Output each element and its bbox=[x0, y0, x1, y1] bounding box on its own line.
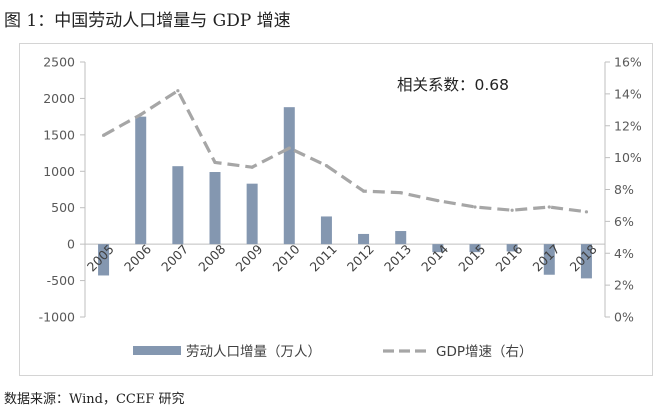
left-tick-label: -1000 bbox=[39, 310, 75, 325]
gdp-point-2005 bbox=[101, 133, 106, 137]
right-tick-label: 14% bbox=[614, 86, 642, 101]
bar-2007 bbox=[172, 166, 184, 245]
x-tick-label: 2013 bbox=[381, 241, 414, 274]
left-y-axis: -1000 -500 0 500 1000 1500 2000 2500 bbox=[39, 55, 605, 325]
bar-2008 bbox=[209, 172, 221, 245]
bar-2009 bbox=[246, 183, 258, 245]
gdp-point-2018 bbox=[584, 210, 589, 214]
gdp-point-2011 bbox=[324, 163, 329, 168]
x-axis-labels: 2005 2006 2007 2008 2009 2010 2011 2012 2013 2014… bbox=[84, 241, 600, 274]
left-tick-label: 500 bbox=[51, 200, 75, 215]
left-tick-label: 1000 bbox=[43, 164, 75, 179]
bar-2005 bbox=[98, 244, 110, 276]
bar-series bbox=[98, 107, 592, 279]
right-tick-label: 0% bbox=[614, 310, 634, 325]
right-tick-label: 12% bbox=[614, 118, 642, 133]
gdp-point-2012 bbox=[361, 189, 366, 193]
gdp-point-2006 bbox=[139, 112, 143, 117]
chart-frame bbox=[19, 43, 653, 376]
gdp-point-2014 bbox=[436, 199, 440, 203]
bar-2017 bbox=[543, 244, 555, 275]
left-tick-label: 2500 bbox=[43, 55, 75, 70]
x-tick-label: 2010 bbox=[270, 241, 303, 274]
bar-2015 bbox=[469, 244, 481, 253]
right-tick-label: 10% bbox=[614, 150, 642, 165]
right-tick-label: 4% bbox=[614, 246, 634, 261]
gdp-point-2007 bbox=[176, 89, 180, 93]
source-note: 数据来源：Wind，CCEF 研究 bbox=[4, 392, 185, 407]
gdp-point-2008 bbox=[213, 160, 217, 165]
x-tick-label: 2011 bbox=[307, 241, 340, 274]
x-tick-label: 2008 bbox=[195, 241, 228, 274]
right-y-axis: 0% 2% 4% 6% 8% 10% 12% 14% 16% bbox=[604, 55, 642, 325]
x-tick-label: 2015 bbox=[455, 241, 488, 274]
right-tick-label: 6% bbox=[614, 214, 634, 229]
right-tick-label: 16% bbox=[614, 55, 642, 70]
x-tick-label: 2007 bbox=[158, 241, 191, 274]
gdp-point-2010 bbox=[287, 146, 291, 150]
bar-2010 bbox=[283, 107, 295, 245]
figure-title: 图 1：中国劳动人口增量与 GDP 增速 bbox=[4, 11, 291, 31]
left-tick-label: 0 bbox=[67, 237, 75, 252]
gdp-point-2016 bbox=[510, 208, 514, 212]
x-tick-label: 2009 bbox=[232, 241, 265, 274]
gdp-growth-line bbox=[102, 89, 587, 214]
bar-2018 bbox=[580, 244, 592, 279]
legend-line-label: GDP增速（右） bbox=[436, 344, 533, 360]
gdp-point-2009 bbox=[250, 165, 254, 169]
left-tick-label: 2000 bbox=[43, 91, 75, 106]
bar-2006 bbox=[135, 116, 147, 245]
correlation-annotation: 相关系数：0.68 bbox=[397, 76, 509, 94]
bar-2014 bbox=[432, 244, 444, 253]
right-tick-label: 2% bbox=[614, 278, 634, 293]
left-tick-label: 1500 bbox=[43, 127, 75, 142]
right-tick-label: 8% bbox=[614, 182, 634, 197]
gdp-point-2013 bbox=[399, 191, 403, 195]
x-tick-label: 2012 bbox=[344, 241, 377, 274]
bar-2011 bbox=[320, 216, 332, 245]
bar-2012 bbox=[358, 233, 370, 245]
legend-bar-label: 劳动人口增量（万人） bbox=[186, 344, 321, 360]
x-tick-label: 2014 bbox=[418, 241, 451, 274]
x-tick-label: 2016 bbox=[492, 241, 525, 274]
bar-2016 bbox=[506, 244, 518, 252]
legend-bar-swatch bbox=[133, 346, 181, 355]
gdp-point-2015 bbox=[473, 205, 477, 209]
line-series bbox=[101, 89, 589, 214]
legend: 劳动人口增量（万人） GDP增速（右） bbox=[133, 344, 533, 360]
x-tick-label: 2006 bbox=[121, 241, 154, 274]
bar-2013 bbox=[395, 231, 407, 245]
gdp-point-2017 bbox=[547, 205, 551, 209]
left-tick-label: -500 bbox=[47, 273, 75, 288]
